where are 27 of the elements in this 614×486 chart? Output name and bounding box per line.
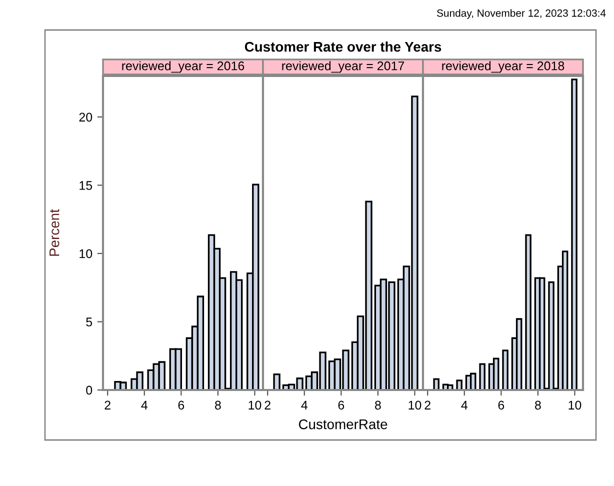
y-tick-label: 20 bbox=[79, 112, 92, 122]
chart-subtitle: reviewed_year = 2017 bbox=[282, 61, 404, 73]
y-axis-title: Percent bbox=[50, 209, 60, 256]
x-tick-label: 8 bbox=[535, 400, 541, 410]
x-tick-label: 4 bbox=[141, 400, 148, 410]
y-tick-label: 10 bbox=[80, 249, 92, 258]
x-tick-label: 10 bbox=[568, 400, 582, 410]
chart-title: Customer Rate over the Years bbox=[244, 42, 442, 52]
x-tick-label: 2 bbox=[264, 400, 270, 410]
x-tick-label: 10 bbox=[408, 400, 422, 410]
x-tick-label: 8 bbox=[375, 400, 381, 410]
chart-subtitle: reviewed_year = 2018 bbox=[442, 61, 564, 73]
y-tick-label: 0 bbox=[86, 386, 92, 395]
x-tick-label: 6 bbox=[498, 400, 504, 410]
x-tick-label: 4 bbox=[461, 400, 468, 410]
x-tick-label: 2 bbox=[424, 400, 430, 410]
chart-subtitle: reviewed_year = 2016 bbox=[122, 61, 244, 73]
x-tick-label: 10 bbox=[248, 400, 262, 410]
x-tick-label: 6 bbox=[178, 400, 184, 410]
text: Sunday, November 12, 2023 12:03:4 bbox=[437, 9, 606, 19]
x-tick-label: 4 bbox=[301, 400, 308, 410]
y-tick-label: 5 bbox=[86, 318, 92, 326]
y-tick-label: 15 bbox=[80, 181, 92, 190]
x-tick-label: 6 bbox=[338, 400, 344, 410]
x-axis-title: CustomerRate bbox=[298, 419, 388, 430]
x-tick-label: 2 bbox=[104, 400, 110, 410]
x-tick-label: 8 bbox=[215, 400, 221, 410]
